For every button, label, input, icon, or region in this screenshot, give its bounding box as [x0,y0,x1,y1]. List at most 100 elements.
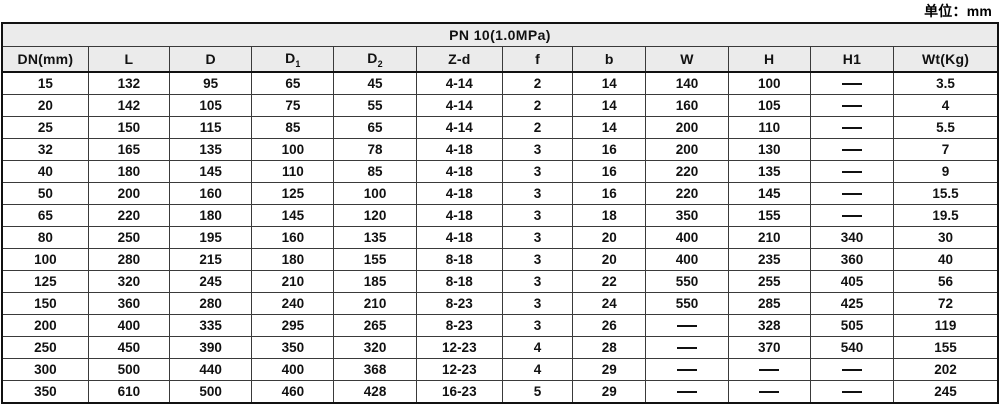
cell-l: 200 [87,182,170,205]
specification-table: PN 10(1.0MPa) DN(mm) L D D1 D2 Z-d f b W H H1 Wt(Kg… [1,22,999,404]
cell-b: 24 [572,292,647,315]
empty-value-dash-icon [841,171,862,174]
cell-h: 155 [727,204,811,227]
table-row: 20 142 105 75 55 4-14 2 14 160 105 4 [1,94,999,117]
cell-dn: 25 [1,116,89,139]
table-row: 40 180 145 110 85 4-18 3 16 220 135 9 [1,160,999,183]
cell-l: 220 [87,204,170,227]
cell-d1: 125 [251,182,335,205]
cell-d1: 210 [251,270,335,293]
empty-value-dash-icon [841,83,862,86]
cell-h: 210 [727,226,811,249]
cell-l: 280 [87,248,170,271]
cell-h: 135 [727,160,811,183]
column-header-d1: D1 [251,46,335,73]
cell-f: 2 [501,116,574,139]
cell-d: 160 [168,182,253,205]
column-header-zd: Z-d [415,46,503,73]
cell-wt: 19.5 [893,204,999,227]
cell-d1: 65 [251,71,335,95]
cell-d2: 135 [333,226,417,249]
cell-h [727,358,811,381]
cell-h1: 360 [809,248,895,271]
table-row: 250 450 390 350 320 12-23 4 28 370 540 155 [1,336,999,359]
column-header-d: D [168,46,253,73]
cell-d1: 240 [251,292,335,315]
cell-b: 29 [572,380,647,404]
cell-h1 [809,94,895,117]
cell-h: 130 [727,138,811,161]
column-header-label: H1 [842,51,862,67]
column-header-b: b [572,46,647,73]
column-header-label: b [604,51,614,67]
column-header-label: D [285,49,296,66]
cell-h: 255 [727,270,811,293]
cell-b: 16 [572,182,647,205]
cell-d1: 180 [251,248,335,271]
cell-w: 550 [645,270,729,293]
cell-l: 150 [87,116,170,139]
cell-wt: 56 [893,270,999,293]
cell-d2: 78 [333,138,417,161]
column-header-h1: H1 [809,46,895,73]
cell-wt: 7 [893,138,999,161]
empty-value-dash-icon [676,391,697,394]
cell-zd: 8-23 [415,292,503,315]
cell-zd: 8-23 [415,314,503,337]
unit-note: 单位：mm [0,0,1000,22]
cell-wt: 40 [893,248,999,271]
cell-wt: 5.5 [893,116,999,139]
cell-d2: 320 [333,336,417,359]
cell-l: 500 [87,358,170,381]
cell-dn: 300 [1,358,89,381]
cell-w: 550 [645,292,729,315]
empty-value-dash-icon [841,369,862,372]
cell-f: 3 [501,248,574,271]
empty-value-dash-icon [841,193,862,196]
cell-b: 14 [572,94,647,117]
cell-h [727,380,811,404]
column-header-label: f [535,51,540,67]
cell-zd: 8-18 [415,248,503,271]
empty-value-dash-icon [676,369,697,372]
table-row: 200 400 335 295 265 8-23 3 26 328 505 119 [1,314,999,337]
cell-zd: 4-18 [415,160,503,183]
cell-h1 [809,380,895,404]
cell-w: 400 [645,226,729,249]
cell-zd: 12-23 [415,358,503,381]
cell-zd: 4-18 [415,138,503,161]
cell-d2: 85 [333,160,417,183]
table-row: 50 200 160 125 100 4-18 3 16 220 145 15.5 [1,182,999,205]
cell-d1: 350 [251,336,335,359]
cell-b: 29 [572,358,647,381]
cell-d2: 45 [333,71,417,95]
cell-f: 5 [501,380,574,404]
cell-zd: 4-18 [415,182,503,205]
cell-h1 [809,182,895,205]
cell-l: 142 [87,94,170,117]
table-row: 300 500 440 400 368 12-23 4 29 202 [1,358,999,381]
table-row: 350 610 500 460 428 16-23 5 29 245 [1,380,999,404]
empty-value-dash-icon [676,347,697,350]
column-header-label: D [367,49,378,66]
cell-w: 200 [645,138,729,161]
cell-d1: 295 [251,314,335,337]
column-header-l: L [87,46,170,73]
cell-d: 440 [168,358,253,381]
cell-d: 390 [168,336,253,359]
cell-w [645,314,729,337]
cell-dn: 20 [1,94,89,117]
cell-f: 3 [501,204,574,227]
cell-wt: 119 [893,314,999,337]
cell-f: 3 [501,270,574,293]
cell-l: 610 [87,380,170,404]
cell-d2: 210 [333,292,417,315]
cell-d2: 428 [333,380,417,404]
cell-d1: 85 [251,116,335,139]
cell-l: 132 [87,71,170,95]
cell-h1: 540 [809,336,895,359]
cell-b: 18 [572,204,647,227]
cell-d: 105 [168,94,253,117]
cell-l: 400 [87,314,170,337]
